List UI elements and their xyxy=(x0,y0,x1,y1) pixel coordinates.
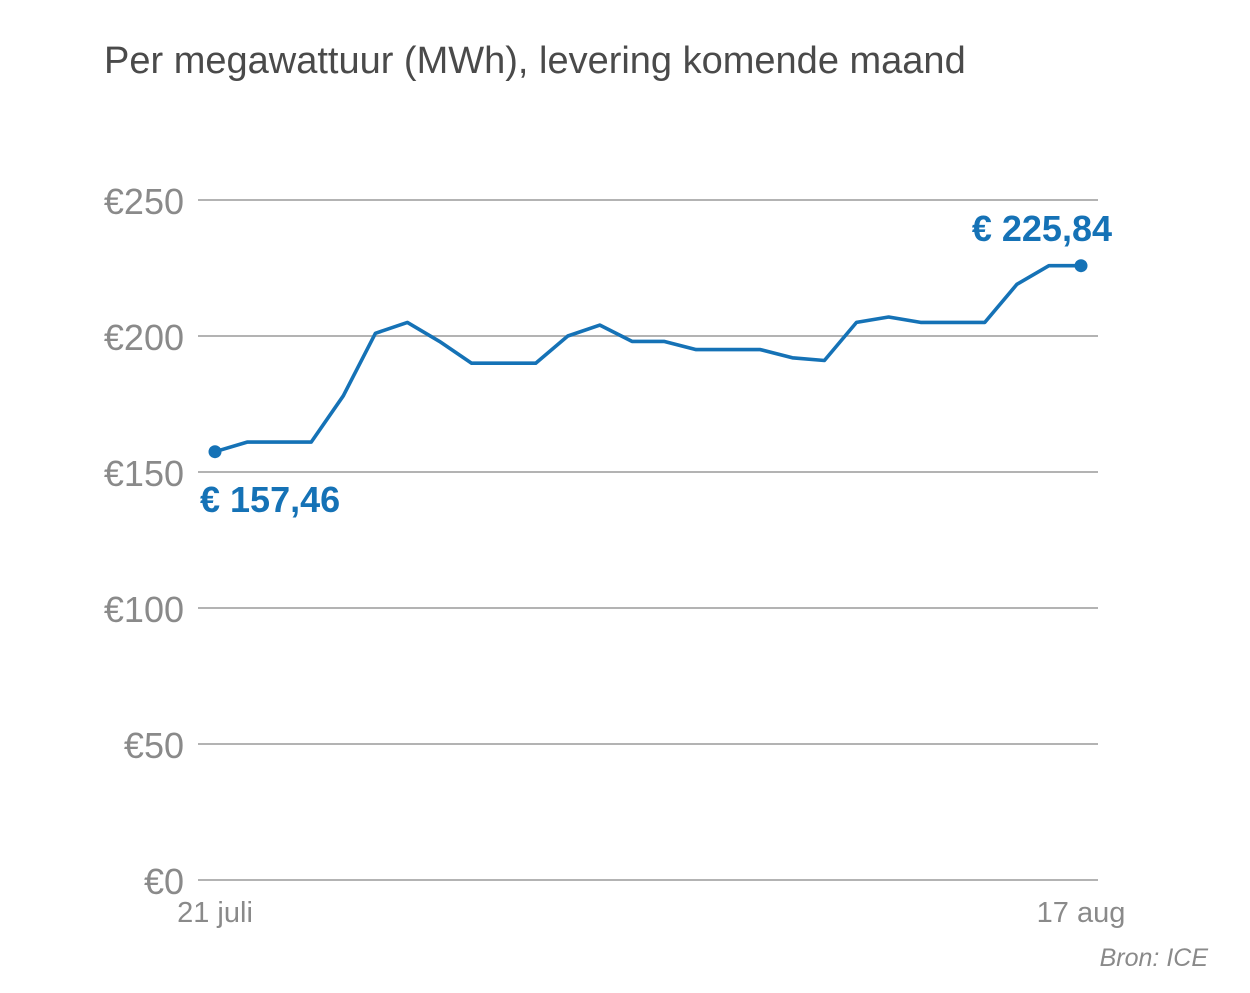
y-tick-label-0: €0 xyxy=(144,861,184,902)
y-tick-label-100: €100 xyxy=(104,589,184,630)
annotation-start-value: € 157,46 xyxy=(200,479,340,520)
series-line xyxy=(213,263,1083,454)
source-note: Bron: ICE xyxy=(1100,944,1209,972)
end-points xyxy=(208,259,1088,459)
annotation-end-value: € 225,84 xyxy=(972,208,1112,249)
chart-title: Per megawattuur (MWh), levering komende … xyxy=(104,40,966,82)
y-tick-label-250: €250 xyxy=(104,181,184,222)
x-tick-label-start: 21 juli xyxy=(177,897,253,929)
y-axis-ticks: €0 €50 €100 €150 €200 €250 xyxy=(104,181,184,902)
y-tick-label-150: €150 xyxy=(104,453,184,494)
data-point-start xyxy=(208,445,222,459)
data-point-end xyxy=(1074,259,1088,273)
x-tick-label-end: 17 aug xyxy=(1037,897,1126,929)
y-tick-label-50: €50 xyxy=(124,725,184,766)
gridlines xyxy=(198,199,1098,881)
y-tick-label-200: €200 xyxy=(104,317,184,358)
x-axis-ticks: 21 juli 17 aug xyxy=(177,897,1125,929)
series-layer xyxy=(213,263,1083,454)
